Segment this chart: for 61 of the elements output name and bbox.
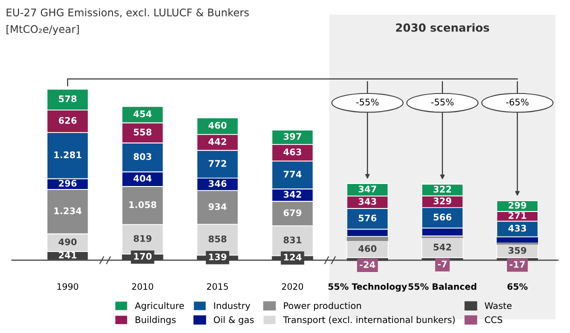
x-tick-label: 2010 xyxy=(132,283,154,290)
data-label: 433 xyxy=(508,224,526,232)
data-label: 322 xyxy=(434,186,452,193)
data-label: 626 xyxy=(58,117,77,124)
data-label: -7 xyxy=(438,260,447,268)
data-label: 803 xyxy=(134,153,152,160)
data-label: 299 xyxy=(508,202,526,209)
x-tick-label: 55% Balanced xyxy=(408,283,476,290)
legend-label: Industry xyxy=(214,302,250,311)
data-label: 774 xyxy=(284,170,302,178)
data-label: 1.058 xyxy=(129,201,156,208)
x-tick-label: 55% Technology xyxy=(328,283,407,292)
band-label: 2030 scenarios xyxy=(396,23,490,32)
data-label: 346 xyxy=(208,180,226,187)
legend-label: Oil & gas xyxy=(214,316,254,325)
x-tick-label: 1990 xyxy=(57,283,78,290)
data-label: 1.281 xyxy=(54,151,82,158)
data-label: 679 xyxy=(284,209,302,216)
data-label: 404 xyxy=(134,174,152,182)
data-label: 359 xyxy=(508,246,526,254)
data-label: 460 xyxy=(208,122,227,129)
data-label: 566 xyxy=(434,214,452,220)
data-label: 490 xyxy=(58,238,77,246)
data-label: 558 xyxy=(134,128,152,136)
x-tick-label: 2015 xyxy=(207,283,228,290)
chart-title: EU-27 GHG Emissions, excl. LULUCF & Bunkers xyxy=(6,8,249,18)
data-label: 772 xyxy=(208,160,226,167)
legend-label: Buildings xyxy=(136,316,176,325)
data-label: 1.234 xyxy=(54,207,82,214)
data-label: 343 xyxy=(358,198,376,205)
annotation: -55% xyxy=(431,98,454,106)
annotation: -65% xyxy=(506,98,529,106)
data-label: 819 xyxy=(134,235,152,242)
legend-label: Transport (excl. international bunkers) xyxy=(283,316,455,325)
data-label: 271 xyxy=(508,212,526,219)
data-label: 296 xyxy=(58,180,77,187)
data-label: 342 xyxy=(284,190,302,198)
data-label: 460 xyxy=(358,245,376,252)
legend-label: Agriculture xyxy=(134,302,184,311)
data-label: 454 xyxy=(134,110,152,118)
x-tick-label: 2020 xyxy=(282,283,304,290)
data-label: 858 xyxy=(208,236,226,242)
data-label: 831 xyxy=(284,236,302,244)
legend-label: Waste xyxy=(484,302,512,310)
data-label: 329 xyxy=(434,198,452,204)
data-label: 578 xyxy=(58,95,76,102)
annotation: -55% xyxy=(356,98,379,106)
data-label: -24 xyxy=(360,261,376,268)
data-label: 241 xyxy=(58,252,76,258)
data-label: 442 xyxy=(208,138,226,145)
legend-label: Power production xyxy=(284,302,361,311)
data-label: 542 xyxy=(434,244,452,251)
data-label: 576 xyxy=(358,214,376,222)
x-tick-label: 65% xyxy=(507,283,528,290)
data-label: -17 xyxy=(510,261,525,268)
data-label: 934 xyxy=(208,203,227,210)
data-label: 463 xyxy=(283,148,302,156)
data-label: 397 xyxy=(284,133,302,140)
data-label: 347 xyxy=(358,186,376,192)
legend-label: CCS xyxy=(484,316,502,324)
chart-subtitle: [MtCO₂e/year] xyxy=(6,24,79,36)
